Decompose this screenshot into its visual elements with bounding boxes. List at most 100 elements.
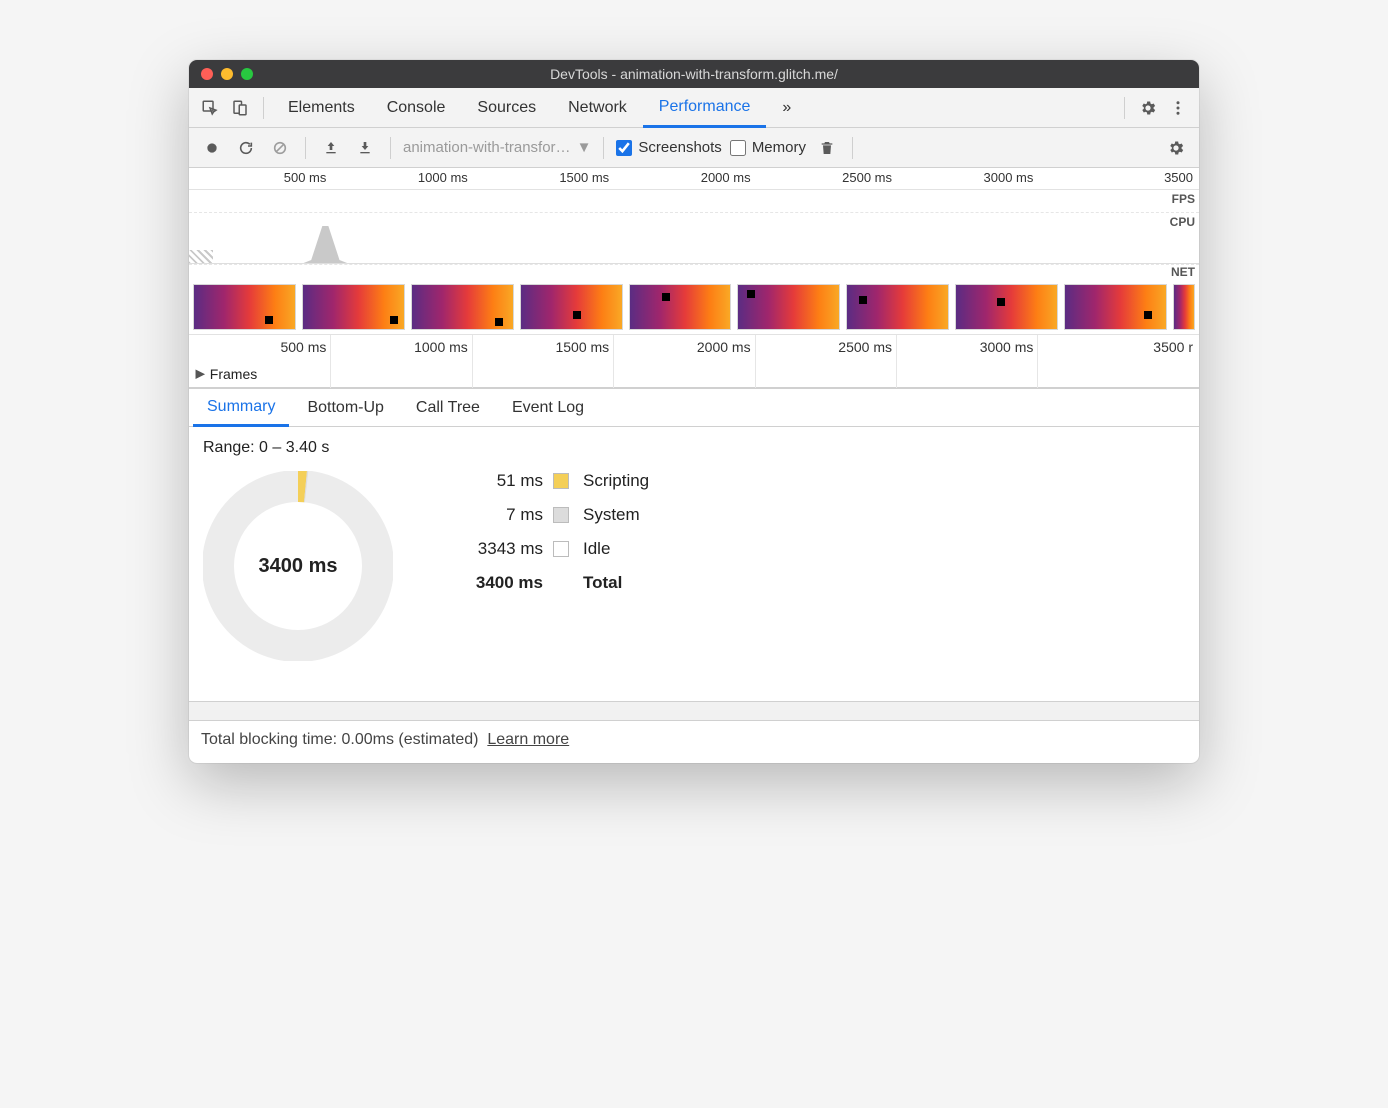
recording-name: animation-with-transfor… [403,139,571,156]
net-label: NET [1171,265,1195,279]
ruler-tick: 3500 [1164,170,1197,185]
ruler-tick: 3000 ms [980,339,1038,355]
frame-marker [662,293,670,301]
learn-more-link[interactable]: Learn more [487,731,569,748]
frames-label: Frames [210,366,257,382]
frame-marker [997,298,1005,306]
frames-track-header[interactable]: ▶ Frames [189,360,1199,388]
settings-gear-icon[interactable] [1133,93,1163,123]
filmstrip-frame[interactable] [737,284,840,330]
device-toolbar-icon[interactable] [225,93,255,123]
overview-ruler: 500 ms1000 ms1500 ms2000 ms2500 ms3000 m… [189,168,1199,190]
filmstrip-frame[interactable] [520,284,623,330]
legend-swatch [553,541,569,557]
tab-network[interactable]: Network [552,88,643,128]
ruler-tick: 2000 ms [697,339,755,355]
screenshots-filmstrip[interactable] [189,280,1199,334]
filmstrip-frame[interactable] [955,284,1058,330]
cpu-lane: CPU [189,212,1199,264]
reload-record-button[interactable] [233,135,259,161]
recording-dropdown[interactable]: animation-with-transfor… ▼ [403,139,591,156]
frame-marker [747,290,755,298]
ruler-tick: 2500 ms [842,170,896,185]
ruler-tick: 1500 ms [559,170,613,185]
frame-marker [390,316,398,324]
footer-bar: Total blocking time: 0.00ms (estimated) … [189,721,1199,763]
detail-tab-bottom-up[interactable]: Bottom-Up [293,389,397,427]
screenshots-checkbox[interactable]: Screenshots [616,139,721,156]
legend-total-label: Total [583,573,649,593]
ruler-tick: 2500 ms [838,339,896,355]
ruler-tick: 1500 ms [555,339,613,355]
detail-tab-event-log[interactable]: Event Log [498,389,598,427]
window-title: DevTools - animation-with-transform.glit… [189,66,1199,82]
ruler-tick: 2000 ms [701,170,755,185]
ruler-tick: 1000 ms [414,339,472,355]
legend-value: 7 ms [453,505,543,525]
frame-marker [859,296,867,304]
tabstrip-divider [1124,97,1125,119]
range-label: Range: 0 – 3.40 s [203,439,1185,457]
frame-marker [265,316,273,324]
legend-label: Scripting [583,471,649,491]
fps-label: FPS [1172,192,1195,206]
performance-overview[interactable]: 500 ms 1000 ms 1500 ms 2000 ms 2500 ms 3000 m… [189,168,1199,389]
gridline [1037,335,1038,388]
record-button[interactable] [199,135,225,161]
ruler-tick: 500 ms [284,170,331,185]
frame-marker [573,311,581,319]
clear-button[interactable] [267,135,293,161]
kebab-menu-icon[interactable] [1163,93,1193,123]
tab-sources[interactable]: Sources [461,88,552,128]
ruler-tick: 500 ms [280,339,330,355]
legend-swatch [553,473,569,489]
main-tabstrip: ElementsConsoleSourcesNetworkPerformance… [189,88,1199,128]
filmstrip-frame[interactable] [411,284,514,330]
frame-marker [1144,311,1152,319]
summary-legend: 51 msScripting7 msSystem3343 msIdle3400 … [453,471,649,593]
gridline [472,335,473,388]
tab-elements[interactable]: Elements [272,88,371,128]
legend-label: Idle [583,539,649,559]
capture-settings-gear-icon[interactable] [1163,135,1189,161]
filmstrip-frame[interactable] [1173,284,1195,330]
inspect-element-icon[interactable] [195,93,225,123]
detail-tab-summary[interactable]: Summary [193,389,289,427]
tabstrip-divider [263,97,264,119]
memory-label: Memory [752,139,806,156]
filmstrip-frame[interactable] [846,284,949,330]
titlebar: DevTools - animation-with-transform.glit… [189,60,1199,88]
fps-lane: FPS [189,190,1199,212]
legend-value: 51 ms [453,471,543,491]
filmstrip-frame[interactable] [629,284,732,330]
blocking-time-label: Total blocking time: 0.00ms (estimated) [201,731,478,748]
detail-tabstrip: SummaryBottom-UpCall TreeEvent Log [189,389,1199,427]
summary-pane: Range: 0 – 3.40 s 3400 ms 51 ms Scripting… [189,427,1199,701]
gridline [330,335,331,388]
legend-label: System [583,505,649,525]
filmstrip-frame[interactable] [1064,284,1167,330]
save-profile-button[interactable] [352,135,378,161]
filmstrip-frame[interactable] [302,284,405,330]
memory-checkbox[interactable]: Memory [730,139,806,156]
summary-donut-chart: 3400 ms [203,471,393,661]
screenshots-label: Screenshots [638,139,721,156]
tabs-overflow-button[interactable]: » [766,88,807,128]
tab-performance[interactable]: Performance [643,88,767,128]
filmstrip-frame[interactable] [193,284,296,330]
tab-console[interactable]: Console [371,88,462,128]
garbage-collect-button[interactable] [814,135,840,161]
frame-marker [495,318,503,326]
gridline [613,335,614,388]
detail-tab-call-tree[interactable]: Call Tree [402,389,494,427]
ruler-tick: 1000 ms [418,170,472,185]
legend-value: 3343 ms [453,539,543,559]
chevron-down-icon: ▼ [577,139,592,156]
performance-toolbar: animation-with-transfor… ▼ Screenshots M… [189,128,1199,168]
donut-center-label: 3400 ms [203,471,393,661]
gridline [755,335,756,388]
disclosure-triangle-icon: ▶ [196,366,206,381]
load-profile-button[interactable] [318,135,344,161]
gridline [896,335,897,388]
legend-swatch [553,507,569,523]
